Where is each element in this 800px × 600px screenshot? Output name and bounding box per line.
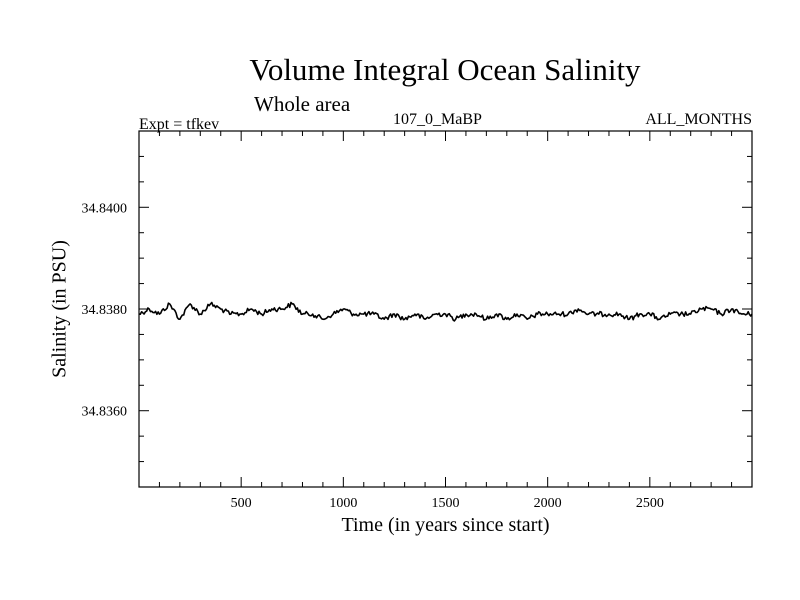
x-axis-label: Time (in years since start) [341, 514, 550, 536]
x-tick-label: 500 [231, 496, 252, 511]
chart-title: Volume Integral Ocean Salinity [249, 52, 641, 87]
x-tick-label: 1500 [432, 496, 460, 511]
x-tick-label: 2000 [534, 496, 562, 511]
experiment-label: Expt = tfkev [139, 116, 220, 133]
x-tick-label: 2500 [636, 496, 664, 511]
y-axis-label: Salinity (in PSU) [48, 240, 71, 378]
run-label: 107_0_MaBP [393, 111, 482, 128]
x-tick-label: 1000 [329, 496, 357, 511]
period-label: ALL_MONTHS [645, 111, 752, 128]
chart-subtitle: Whole area [254, 92, 351, 116]
y-tick-label: 34.8380 [82, 303, 128, 318]
salinity-series-line [138, 301, 753, 322]
plot-frame [138, 130, 753, 488]
y-tick-label: 34.8400 [82, 201, 128, 216]
y-tick-label: 34.8360 [82, 405, 128, 420]
